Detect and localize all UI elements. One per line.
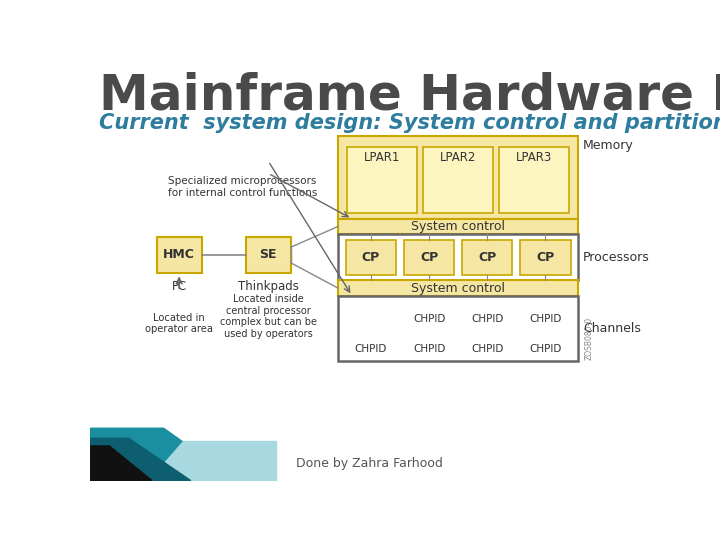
Text: CHPID: CHPID (413, 343, 445, 354)
Text: CP: CP (420, 251, 438, 264)
Text: Thinkpads: Thinkpads (238, 280, 299, 293)
Text: System control: System control (411, 220, 505, 233)
FancyBboxPatch shape (157, 237, 202, 273)
Text: CHPID: CHPID (471, 314, 503, 325)
FancyBboxPatch shape (246, 237, 291, 273)
Text: CP: CP (536, 251, 554, 264)
FancyBboxPatch shape (423, 147, 493, 213)
Text: CP: CP (478, 251, 496, 264)
Polygon shape (90, 438, 191, 481)
FancyBboxPatch shape (520, 240, 570, 275)
Text: Mainframe Hardware Design: Mainframe Hardware Design (99, 72, 720, 120)
FancyBboxPatch shape (347, 147, 417, 213)
Text: Located in
operator area: Located in operator area (145, 313, 213, 334)
Polygon shape (148, 441, 276, 481)
Text: LPAR1: LPAR1 (364, 151, 400, 164)
FancyBboxPatch shape (338, 296, 578, 361)
FancyBboxPatch shape (338, 280, 578, 296)
Polygon shape (90, 428, 238, 481)
Text: CP: CP (362, 251, 380, 264)
FancyBboxPatch shape (346, 240, 396, 275)
Text: PC: PC (171, 280, 186, 293)
FancyBboxPatch shape (338, 137, 578, 219)
Text: System control: System control (411, 281, 505, 295)
Text: LPAR2: LPAR2 (440, 151, 477, 164)
Text: Processors: Processors (583, 251, 649, 264)
FancyBboxPatch shape (499, 147, 569, 213)
FancyBboxPatch shape (338, 219, 578, 234)
Text: CHPID: CHPID (529, 343, 562, 354)
Polygon shape (90, 446, 152, 481)
Text: LPAR3: LPAR3 (516, 151, 552, 164)
Text: CHPID: CHPID (471, 343, 503, 354)
FancyBboxPatch shape (338, 234, 578, 280)
Text: SE: SE (259, 248, 277, 261)
Text: CHPID: CHPID (529, 314, 562, 325)
Text: Specialized microprocessors
for internal control functions: Specialized microprocessors for internal… (168, 177, 317, 198)
Text: HMC: HMC (163, 248, 195, 261)
Text: Done by Zahra Farhood: Done by Zahra Farhood (296, 457, 442, 470)
Text: ZOSB080-0: ZOSB080-0 (585, 317, 593, 360)
Text: Located inside
central processor
complex but can be
used by operators: Located inside central processor complex… (220, 294, 317, 339)
Text: Memory: Memory (583, 139, 634, 152)
FancyBboxPatch shape (404, 240, 454, 275)
Text: CHPID: CHPID (355, 343, 387, 354)
FancyBboxPatch shape (462, 240, 513, 275)
Text: CHPID: CHPID (413, 314, 445, 325)
Text: Channels: Channels (583, 322, 641, 335)
Text: Current  system design: System control and partitioning: Current system design: System control an… (99, 112, 720, 132)
